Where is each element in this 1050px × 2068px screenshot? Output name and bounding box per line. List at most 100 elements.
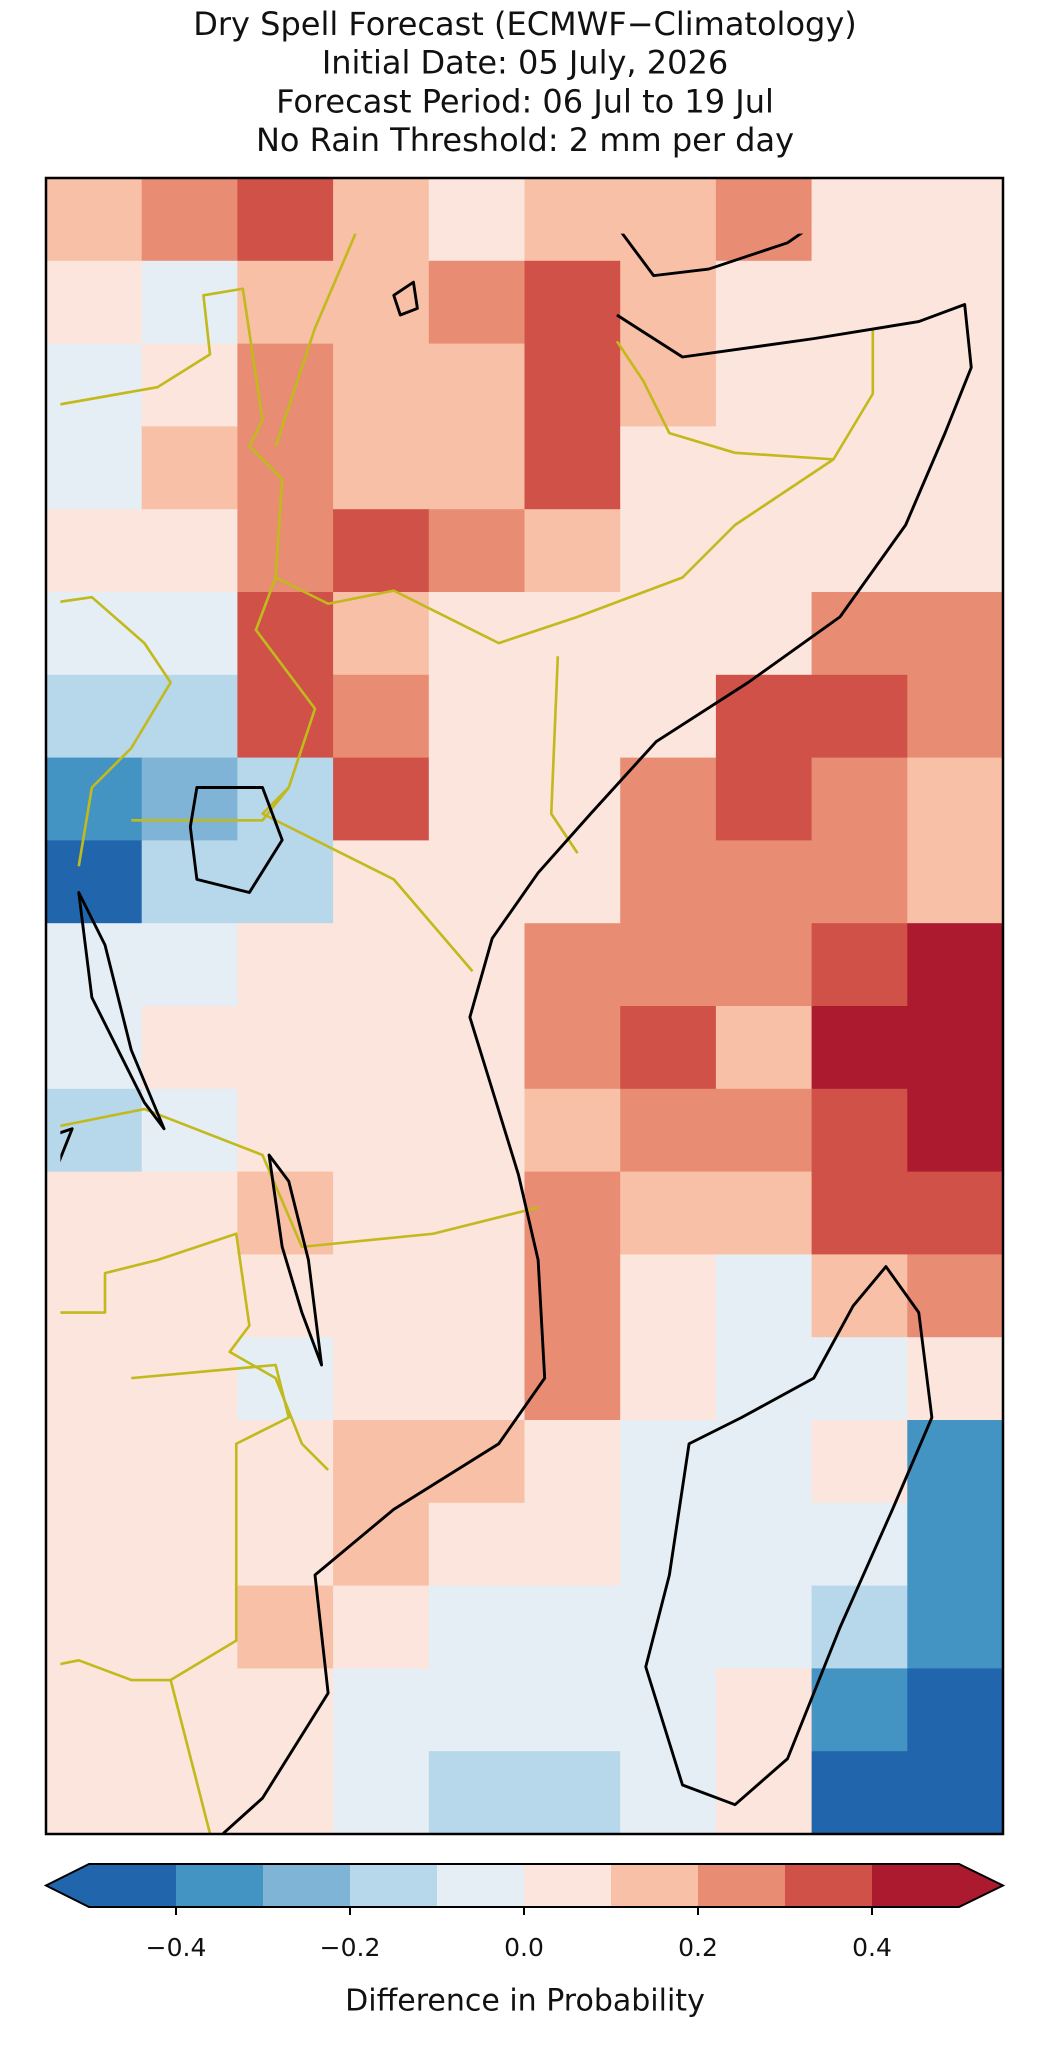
cell (524, 1088, 621, 1173)
colorbar-segment (785, 1864, 873, 1907)
cell (524, 1585, 621, 1669)
cell (46, 1751, 143, 1834)
cell (620, 674, 717, 759)
cell (907, 1088, 1003, 1173)
cell (141, 260, 238, 345)
cell (811, 1006, 908, 1090)
cell (715, 426, 813, 510)
cell (715, 1502, 813, 1587)
colorbar-segment (89, 1864, 177, 1907)
cell (428, 674, 526, 759)
cell (715, 1585, 813, 1669)
colorbar-tick-label: −0.4 (146, 1933, 207, 1962)
cell (237, 1502, 334, 1587)
cell (811, 1751, 908, 1834)
cell (620, 1585, 717, 1669)
cell (46, 757, 143, 841)
cell (46, 592, 143, 676)
cell (46, 923, 143, 1007)
cell (46, 1337, 143, 1421)
cell (715, 674, 813, 759)
cell (907, 674, 1003, 759)
cell (333, 260, 430, 345)
cell (428, 1254, 526, 1338)
cell (141, 509, 238, 593)
cell (811, 1088, 908, 1173)
cell (333, 509, 430, 593)
cell (46, 1088, 143, 1173)
cell (428, 426, 526, 510)
cell (428, 1337, 526, 1421)
cell (141, 1006, 238, 1090)
cell (620, 343, 717, 427)
cell (141, 674, 238, 759)
cell (141, 1171, 238, 1255)
cell (811, 923, 908, 1007)
cell (620, 592, 717, 676)
cell (141, 1337, 238, 1421)
cell (237, 1585, 334, 1669)
cell (237, 178, 334, 262)
cell (715, 923, 813, 1007)
chart-title: No Rain Threshold: 2 mm per day (256, 121, 794, 159)
cell (237, 1254, 334, 1338)
cell (333, 1668, 430, 1752)
cell (811, 1585, 908, 1669)
cell (907, 1171, 1003, 1255)
cell (428, 1585, 526, 1669)
cell (811, 178, 908, 262)
colorbar-tick-label: 0.0 (504, 1933, 544, 1962)
cell (715, 757, 813, 841)
colorbar-outline (43, 1863, 1006, 1908)
cell (428, 1502, 526, 1587)
cell (524, 1006, 621, 1090)
cell (524, 757, 621, 841)
cell (620, 509, 717, 593)
cell (237, 260, 334, 345)
cell (907, 1420, 1003, 1504)
cell (811, 674, 908, 759)
cell (237, 509, 334, 593)
colorbar-segment (176, 1864, 264, 1907)
colorbar-tick-label: 0.4 (852, 1933, 892, 1962)
colorbar-tick-label: 0.2 (678, 1933, 718, 1962)
cell (715, 840, 813, 924)
colorbar-tick-label: −0.2 (320, 1933, 381, 1962)
cell (428, 840, 526, 924)
cell (428, 1420, 526, 1504)
cell (715, 1751, 813, 1834)
borders (60, 233, 875, 1834)
cell (811, 1420, 908, 1504)
cell (524, 1502, 621, 1587)
cell (46, 509, 143, 593)
chart-title: Forecast Period: 06 Jul to 19 Jul (276, 82, 774, 120)
cell (46, 674, 143, 759)
cell (333, 1254, 430, 1338)
cell (237, 1668, 334, 1752)
cell (333, 1751, 430, 1834)
cell (524, 1668, 621, 1752)
cell (524, 343, 621, 427)
cell (620, 1337, 717, 1421)
cell (46, 343, 143, 427)
cell (907, 923, 1003, 1007)
cell (46, 260, 143, 345)
cell (333, 343, 430, 427)
cell (237, 1751, 334, 1834)
map-frame (44, 176, 1005, 1836)
cell (907, 840, 1003, 924)
cell (333, 757, 430, 841)
cell (46, 1171, 143, 1255)
cell (141, 1420, 238, 1504)
cell (907, 426, 1003, 510)
cell (524, 674, 621, 759)
cell (524, 260, 621, 345)
cell (428, 1006, 526, 1090)
cell (237, 1171, 334, 1255)
cell (333, 1502, 430, 1587)
cell (715, 509, 813, 593)
field (46, 178, 1003, 1834)
cell (811, 426, 908, 510)
cell (333, 426, 430, 510)
cell (907, 592, 1003, 676)
